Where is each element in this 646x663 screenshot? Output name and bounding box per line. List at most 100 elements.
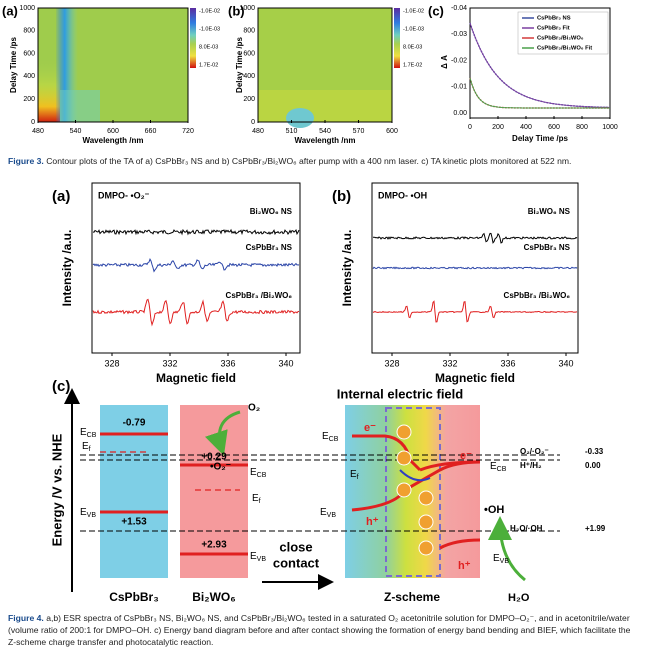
field-region — [385, 407, 441, 577]
panel-label: (b) — [228, 3, 245, 18]
subscript: f — [89, 446, 91, 453]
redox-name: H⁺/H₂ — [520, 461, 542, 470]
y-tick-label: -0.03 — [451, 31, 467, 38]
x-tick-label: 328 — [104, 358, 119, 368]
material-name: Bi₂WO₆ — [192, 590, 235, 604]
esr-trace — [92, 228, 300, 236]
subscript: f — [259, 498, 261, 505]
y-tick-label: 0 — [31, 119, 35, 126]
carrier: e⁻ — [364, 422, 376, 434]
axis-title: Delay Time /ps — [235, 37, 244, 93]
x-tick-label: 336 — [500, 358, 515, 368]
caption-label: Figure 3. — [8, 156, 44, 166]
x-tick-label: 336 — [220, 358, 235, 368]
y-tick-label: 800 — [243, 28, 255, 35]
band-edge — [439, 538, 481, 550]
axis-title: Energy /V vs. NHE — [49, 433, 64, 546]
contour-map — [286, 108, 314, 128]
redox-value: -0.33 — [585, 447, 604, 456]
plot-frame — [91, 182, 301, 354]
y-tick-label: 600 — [23, 50, 35, 57]
y-tick-label: 400 — [23, 73, 35, 80]
reaction-arrow — [204, 410, 241, 456]
x-tick-label: 570 — [353, 128, 365, 135]
band-block — [180, 405, 248, 578]
y-tick-label: 600 — [243, 50, 255, 57]
colorbar-label: 1.7E-02 — [403, 62, 422, 68]
x-tick-label: 540 — [70, 128, 82, 135]
symbol: E — [250, 551, 257, 562]
band-edge-label: Ef — [252, 493, 261, 505]
x-tick-label: 540 — [319, 128, 331, 135]
x-tick-label: 600 — [107, 128, 119, 135]
x-tick-label: 1000 — [602, 124, 618, 131]
trace-label: Bi₂WO₆ NS — [528, 207, 571, 216]
x-tick-label: 340 — [558, 358, 573, 368]
legend-label: CsPbBr₃/Bi₂WO₆ Fit — [537, 46, 592, 52]
esr-trace — [373, 232, 578, 244]
colorbar-label: -1.0E-03 — [199, 26, 220, 32]
redox-value: +1.99 — [585, 524, 606, 533]
band-edge-label: Ef — [350, 469, 359, 481]
subscript: CB — [87, 432, 97, 439]
x-tick-label: 340 — [278, 358, 293, 368]
y-tick-label: 1000 — [239, 5, 255, 12]
caption-label: Figure 4. — [8, 613, 44, 623]
fit-curve — [469, 77, 610, 109]
panel-label: (a) — [52, 188, 70, 205]
reaction-arrow — [488, 516, 526, 582]
colorbar-label: -1.0E-03 — [403, 26, 424, 32]
caption-text: Contour plots of the TA of a) CsPbBr₃ NS… — [46, 156, 572, 166]
carrier: e⁻ — [460, 450, 472, 462]
symbol: E — [80, 427, 87, 438]
symbol: E — [322, 431, 329, 442]
esr-trace — [92, 257, 300, 273]
colorbar-label: -1.0E-02 — [199, 8, 220, 14]
symbol: E — [250, 467, 257, 478]
carrier: h⁺ — [366, 516, 379, 528]
contour-map — [258, 90, 392, 122]
y-tick-label: 0 — [251, 119, 255, 126]
y-tick-label: 200 — [243, 96, 255, 103]
band-block — [100, 405, 168, 578]
x-tick-label: 400 — [520, 124, 532, 131]
band-edge-label: EVB — [250, 551, 266, 563]
colorbar-label: 8.0E-03 — [403, 44, 422, 50]
band-edge-label: Ef — [82, 441, 91, 453]
redox-name: O₂/·O₂⁻ — [520, 447, 549, 456]
band-value: +0.29 — [201, 452, 227, 463]
species: O₂ — [248, 403, 260, 414]
band-value: +2.93 — [201, 540, 227, 551]
colorbar-label: 1.7E-02 — [199, 62, 218, 68]
colorbar — [190, 8, 196, 68]
contour-map — [60, 90, 100, 122]
axis-title: Delay Time /ps — [9, 37, 18, 93]
x-tick-label: 328 — [384, 358, 399, 368]
subscript: CB — [257, 472, 267, 479]
symbol: E — [490, 461, 497, 472]
y-tick-label: -0.02 — [451, 57, 467, 64]
panel-label: (a) — [2, 3, 18, 18]
y-tick-label: -0.04 — [451, 5, 467, 12]
axis-title: Magnetic field — [435, 371, 515, 385]
material-name: CsPbBr₃ — [109, 590, 159, 604]
panel-label: (c) — [52, 378, 70, 395]
axis-title: Wavelength /nm — [294, 136, 355, 145]
x-tick-label: 720 — [182, 128, 194, 135]
x-tick-label: 600 — [386, 128, 398, 135]
symbol: E — [493, 553, 500, 564]
esr-trace — [372, 266, 578, 270]
band-block — [345, 405, 480, 578]
x-tick-label: 332 — [162, 358, 177, 368]
scheme-label: Z-scheme — [384, 590, 440, 604]
trace-label: CsPbBr₃ NS — [524, 243, 571, 252]
trace-label: Bi₂WO₆ NS — [250, 207, 293, 216]
x-tick-label: 480 — [252, 128, 264, 135]
band-edge-label: EVB — [80, 507, 96, 519]
band-edge-label: ECB — [80, 427, 97, 439]
charge-circles — [396, 424, 434, 556]
esr-trace — [92, 298, 300, 327]
contact-label: contact — [273, 555, 320, 570]
